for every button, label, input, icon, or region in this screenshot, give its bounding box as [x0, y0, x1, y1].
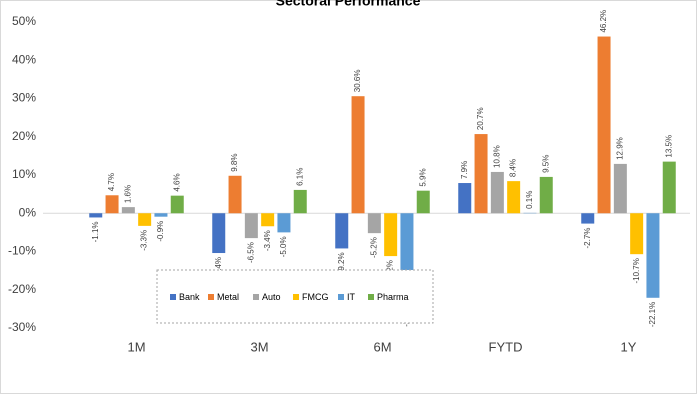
bar	[89, 213, 103, 218]
bar	[105, 195, 119, 214]
bar	[293, 189, 307, 214]
bar	[490, 171, 504, 214]
legend-label: Pharma	[377, 292, 409, 302]
data-label: 30.6%	[353, 70, 362, 93]
bar	[458, 183, 472, 214]
legend-swatch	[253, 294, 259, 300]
data-label: -22.1%	[648, 302, 657, 327]
x-tick-label: 3M	[250, 339, 268, 354]
y-tick-label: 40%	[12, 52, 36, 66]
y-tick-label: -10%	[8, 244, 36, 258]
data-label: 9.8%	[230, 154, 239, 172]
y-tick-label: 0%	[19, 205, 37, 219]
bar	[351, 96, 365, 214]
bar	[154, 213, 168, 217]
legend-swatch	[208, 294, 214, 300]
bar	[474, 134, 488, 214]
data-label: 4.7%	[107, 173, 116, 191]
legend-swatch	[368, 294, 374, 300]
y-tick-label: 10%	[12, 167, 36, 181]
legend-swatch	[338, 294, 344, 300]
data-label: 46.2%	[599, 10, 608, 33]
bar	[244, 213, 258, 239]
data-label: 6.1%	[295, 168, 304, 186]
data-label: 12.9%	[615, 137, 624, 160]
data-label: -3.4%	[263, 230, 272, 251]
bar	[630, 213, 644, 255]
data-label: 7.9%	[460, 161, 469, 179]
data-label: 10.8%	[492, 145, 501, 168]
legend-label: IT	[347, 292, 356, 302]
bar	[581, 213, 595, 224]
bar	[613, 163, 627, 214]
data-label: 13.5%	[664, 135, 673, 158]
bar	[277, 213, 291, 233]
y-tick-label: 20%	[12, 129, 36, 143]
data-label: -9.2%	[337, 252, 346, 273]
bar	[384, 213, 398, 257]
data-label: 5.9%	[418, 168, 427, 186]
data-label: 8.4%	[509, 159, 518, 177]
y-tick-label: -20%	[8, 282, 36, 296]
bar	[261, 213, 275, 227]
legend-label: Metal	[217, 292, 239, 302]
y-tick-label: -30%	[8, 320, 36, 334]
legend-label: Bank	[179, 292, 200, 302]
bar	[662, 161, 676, 214]
bar	[121, 207, 135, 214]
bar	[335, 213, 349, 249]
legend-swatch	[170, 294, 176, 300]
legend-label: Auto	[262, 292, 281, 302]
x-tick-label: 1M	[127, 339, 145, 354]
data-label: -0.9%	[156, 221, 165, 242]
x-tick-label: FYTD	[489, 339, 523, 354]
data-label: 9.5%	[541, 155, 550, 173]
data-label: -5.2%	[369, 237, 378, 258]
data-label: 20.7%	[476, 107, 485, 130]
bar	[170, 195, 184, 214]
data-label: 4.6%	[172, 173, 181, 191]
bar	[416, 190, 430, 214]
y-tick-label: 50%	[12, 14, 36, 28]
bar	[212, 213, 226, 254]
data-label: -10.7%	[632, 258, 641, 283]
x-tick-label: 6M	[373, 339, 391, 354]
bar	[367, 213, 381, 234]
x-tick-label: 1Y	[621, 339, 637, 354]
y-tick-label: 30%	[12, 91, 36, 105]
data-label: 1.6%	[123, 185, 132, 203]
chart-title: Sectoral Performance	[276, 0, 421, 9]
data-label: -6.5%	[246, 242, 255, 263]
bar	[597, 36, 611, 214]
bar	[138, 213, 152, 226]
data-label: 0.1%	[525, 191, 534, 209]
data-label: -5.0%	[279, 236, 288, 257]
bar	[646, 213, 660, 298]
data-label: -2.7%	[583, 228, 592, 249]
legend-label: FMCG	[302, 292, 329, 302]
legend-swatch	[293, 294, 299, 300]
bar	[507, 181, 521, 214]
bar	[228, 175, 242, 214]
data-label: -3.3%	[140, 230, 149, 251]
bar	[539, 176, 553, 214]
data-label: -1.1%	[91, 221, 100, 242]
